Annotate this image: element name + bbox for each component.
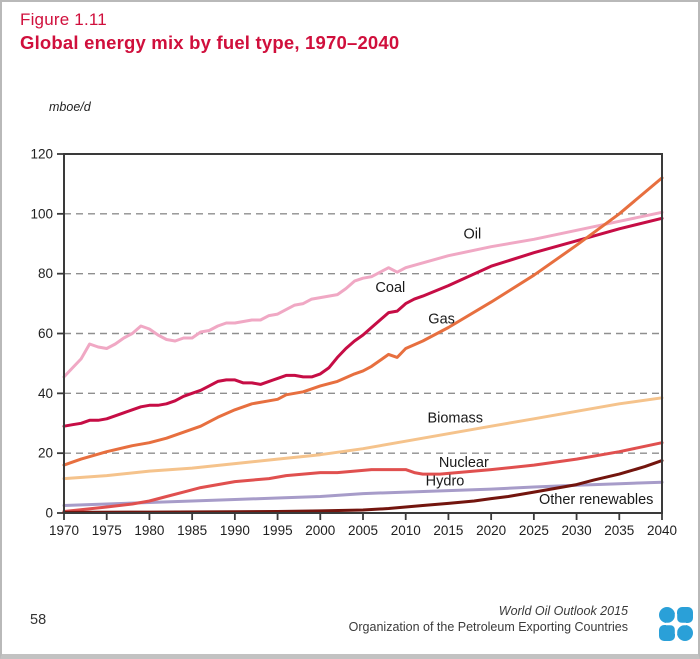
x-tick-label: 2020 bbox=[476, 523, 506, 538]
footer: World Oil Outlook 2015 Organization of t… bbox=[349, 603, 628, 635]
page-title: Global energy mix by fuel type, 1970–204… bbox=[20, 32, 400, 53]
x-tick-label: 2035 bbox=[604, 523, 634, 538]
series-label-oil: Oil bbox=[463, 226, 481, 242]
series-line-nuclear bbox=[62, 441, 664, 513]
x-tick-label: 1985 bbox=[177, 523, 207, 538]
series-line-coal bbox=[62, 216, 664, 428]
y-tick-label: 100 bbox=[30, 206, 53, 221]
y-tick-label: 60 bbox=[38, 326, 53, 341]
x-tick-label: 1995 bbox=[263, 523, 293, 538]
y-tick-label: 120 bbox=[30, 147, 53, 162]
x-tick-label: 2015 bbox=[433, 523, 463, 538]
x-tick-label: 2005 bbox=[348, 523, 378, 538]
footer-publication-title: World Oil Outlook 2015 bbox=[498, 604, 628, 618]
opec-logo-svg bbox=[659, 607, 693, 641]
y-tick-label: 0 bbox=[45, 506, 53, 521]
x-tick-label: 1990 bbox=[220, 523, 250, 538]
opec-logo-icon bbox=[658, 606, 694, 642]
y-axis-unit-label: mboe/d bbox=[49, 100, 91, 114]
footer-organization-name: Organization of the Petroleum Exporting … bbox=[348, 620, 628, 634]
y-tick-label: 80 bbox=[38, 266, 53, 281]
y-tick-label: 20 bbox=[38, 446, 53, 461]
page-number: 58 bbox=[30, 612, 47, 628]
figure-label: Figure 1.11 bbox=[20, 10, 107, 29]
x-tick-label: 2030 bbox=[562, 523, 592, 538]
x-tick-label: 1975 bbox=[92, 523, 122, 538]
plot-border bbox=[63, 153, 663, 514]
series-line-oil bbox=[62, 210, 664, 379]
series-label-nuclear: Nuclear bbox=[439, 455, 489, 471]
series-line-gas bbox=[62, 176, 664, 467]
series-label-coal: Coal bbox=[375, 280, 405, 296]
x-tick-label: 2010 bbox=[391, 523, 421, 538]
x-tick-label: 1980 bbox=[134, 523, 164, 538]
series-label-other-renewables: Other renewables bbox=[539, 492, 653, 508]
y-tick-label: 40 bbox=[38, 386, 53, 401]
series-line-biomass bbox=[62, 396, 664, 481]
x-tick-label: 1970 bbox=[49, 523, 79, 538]
series-label-gas: Gas bbox=[428, 312, 455, 328]
series-label-hydro: Hydro bbox=[426, 474, 465, 490]
series-label-biomass: Biomass bbox=[427, 410, 483, 426]
x-tick-label: 2000 bbox=[305, 523, 335, 538]
x-tick-label: 2040 bbox=[647, 523, 677, 538]
x-tick-label: 2025 bbox=[519, 523, 549, 538]
series-line-other-renewables bbox=[62, 459, 664, 514]
